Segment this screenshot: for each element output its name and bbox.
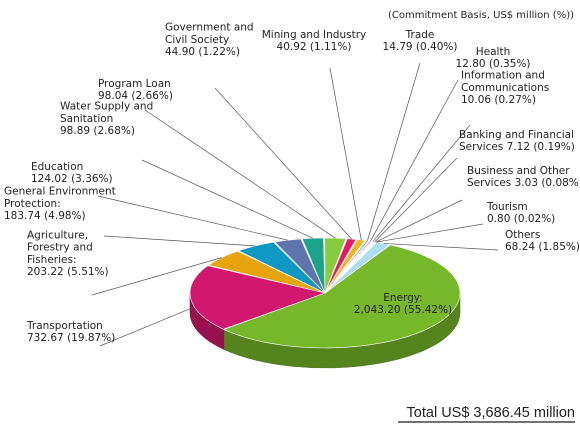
slice-label-business-and-other-services: Business and Other Services 3.03 (0.08%)	[467, 165, 580, 189]
slice-label-line: 203.22 (5.51%)	[27, 266, 109, 278]
slice-label-government-and-civil-society: Government and Civil Society 44.90 (1.22%)	[165, 22, 254, 58]
slice-label-trade: Trade 14.79 (0.40%)	[383, 29, 458, 53]
slice-label-line: 40.92 (1.11%)	[277, 41, 352, 53]
slice-label-water-supply-and-sanitation: Water Supply and Sanitation 98.89 (2.68%)	[60, 101, 153, 137]
leader-business-and-other-services	[375, 199, 463, 243]
slice-label-general-environment-protection: General Environment Protection: 183.74 (4.…	[4, 186, 116, 222]
slice-transportation	[189, 265, 327, 330]
slice-label-line: Tourism	[486, 201, 528, 213]
slice-label-line: Sanitation	[60, 113, 113, 125]
slice-label-line: Services 7.12 (0.19%)	[459, 141, 575, 153]
slice-label-agriculture-forestry-and-fisheries: Agriculture, Forestry and Fisheries: 203.22…	[27, 229, 109, 278]
slice-labels: Energy: 2,043.20 (55.42%) Transportation 73…	[4, 22, 580, 344]
total-label: Total US$ 3,686.45 million	[407, 405, 575, 421]
slice-label-education: Education 124.02 (3.36%)	[31, 161, 113, 185]
leader-trade	[367, 62, 421, 241]
slice-label-line: Program Loan	[98, 78, 171, 90]
pie-slices	[189, 237, 461, 349]
slice-label-line: 0.80 (0.02%)	[487, 213, 555, 225]
slice-label-line: Information and	[461, 70, 545, 82]
total-block: Total US$ 3,686.45 million	[398, 405, 575, 423]
slice-label-program-loan: Program Loan 98.04 (2.66%)	[98, 78, 173, 102]
leader-banking-and-financial-services	[374, 157, 458, 243]
slice-label-information-and-communications: Information and Communications 10.06 (0.27…	[461, 70, 549, 106]
slice-label-line: Fisheries:	[27, 254, 76, 266]
slice-label-tourism: Tourism 0.80 (0.02%)	[486, 201, 555, 225]
slice-health	[324, 240, 372, 294]
slice-energy	[223, 244, 461, 349]
slice-label-line: 68.24 (1.85%)	[505, 241, 580, 253]
slice-water-supply-and-sanitation	[301, 237, 326, 294]
slice-agriculture-forestry-and-fisheries	[207, 250, 326, 294]
slice-label-line: 44.90 (1.22%)	[165, 46, 240, 58]
leader-water-supply-and-sanitation	[141, 159, 313, 239]
slice-label-banking-and-financial-services: Banking and Financial Services 7.12 (0.19…	[459, 129, 575, 153]
leader-program-loan	[144, 109, 336, 239]
slice-label-others: Others 68.24 (1.85%)	[505, 229, 580, 253]
slice-label-line: General Environment	[4, 186, 116, 198]
slice-label-line: Government and	[165, 22, 254, 34]
slice-label-line: Forestry and	[27, 242, 93, 254]
slice-label-line: 14.79 (0.40%)	[383, 41, 458, 53]
slice-label-line: Banking and Financial	[459, 129, 574, 141]
slice-label-transportation: Transportation 732.67 (19.87%)	[26, 320, 115, 344]
slice-label-line: 10.06 (0.27%)	[461, 94, 536, 106]
slice-label-line: 12.80 (0.35%)	[456, 58, 531, 70]
slice-label-line: 732.67 (19.87%)	[27, 332, 115, 344]
leader-health	[370, 79, 459, 242]
slice-label-line: Mining and Industry	[262, 29, 367, 41]
slice-label-line: Education	[31, 161, 83, 173]
slice-label-line: 98.04 (2.66%)	[98, 90, 173, 102]
leader-government-and-civil-society	[214, 87, 352, 240]
slice-label-line: Health	[476, 46, 510, 58]
slice-label-health: Health 12.80 (0.35%)	[456, 46, 531, 70]
leader-general-environment-protection	[103, 235, 256, 247]
slice-label-line: Agriculture,	[27, 229, 88, 241]
leader-tourism	[376, 223, 484, 243]
slice-label-mining-and-industry: Mining and Industry 40.92 (1.11%)	[262, 29, 367, 53]
leader-transportation	[99, 308, 191, 347]
slice-label-line: 183.74 (4.98%)	[4, 210, 86, 222]
leader-education	[97, 195, 288, 241]
slice-label-line: Business and Other	[467, 165, 570, 177]
slice-education	[274, 238, 326, 294]
slice-label-line: Civil Society	[165, 34, 229, 46]
slice-label-energy: Energy: 2,043.20 (55.42%)	[354, 292, 452, 316]
leader-others	[383, 243, 499, 251]
leader-lines	[91, 62, 499, 347]
slice-label-line: Services 3.03 (0.08%)	[467, 177, 580, 189]
leader-agriculture-forestry-and-fisheries	[91, 257, 222, 296]
slice-government-and-civil-society	[324, 238, 357, 294]
slice-label-line: 98.89 (2.68%)	[60, 125, 135, 137]
slice-label-line: Communications	[461, 82, 549, 94]
slice-label-line: Trade	[405, 29, 435, 41]
slice-label-line: 2,043.20 (55.42%)	[354, 304, 452, 316]
slice-label-line: Others	[505, 229, 540, 241]
leader-mining-and-industry	[329, 67, 362, 241]
leader-information-and-communications	[372, 124, 471, 242]
unit-note: (Commitment Basis, US$ million (%))	[388, 10, 574, 21]
slice-label-line: Protection:	[4, 198, 61, 210]
slice-label-line: 124.02 (3.36%)	[31, 173, 113, 185]
slice-general-environment-protection	[237, 241, 326, 294]
slice-label-line: Energy:	[383, 292, 423, 304]
slice-label-line: Transportation	[26, 320, 103, 332]
slice-label-line: Water Supply and	[60, 101, 153, 113]
